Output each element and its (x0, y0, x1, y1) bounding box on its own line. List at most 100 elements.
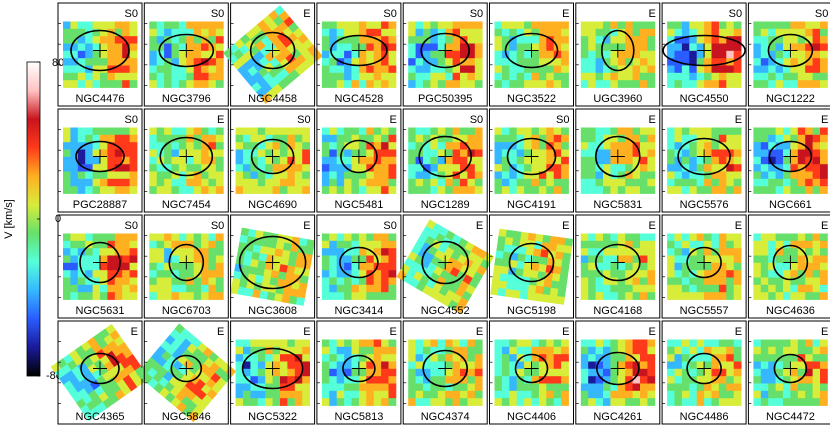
galaxy-panel: E NGC4168 (575, 214, 661, 319)
galaxy-panel: E NGC5846 (136, 320, 237, 425)
morphology-label: S0 (297, 114, 310, 126)
galaxy-name: NGC5198 (507, 305, 556, 317)
galaxy-panel: E NGC661 (747, 108, 830, 213)
isophote-ellipse (79, 241, 121, 284)
morphology-label: E (648, 326, 655, 338)
morphology-label: E (821, 114, 828, 126)
galaxy-panel: E NGC4374 (402, 320, 488, 425)
galaxy-panel: S0 NGC3414 (316, 214, 402, 319)
morphology-label: E (303, 220, 310, 232)
galaxy-name: NGC4406 (507, 411, 556, 423)
panel-frame (575, 2, 661, 107)
morphology-label: E (821, 220, 828, 232)
center-cross (179, 43, 194, 58)
morphology-label: E (217, 326, 224, 338)
velocity-field (235, 339, 310, 406)
center-cross (265, 43, 280, 58)
velocity-field (63, 21, 138, 88)
galaxy-panel: E NGC5198 (489, 214, 574, 319)
center-cross (610, 255, 625, 270)
galaxy-name: NGC4486 (680, 411, 729, 423)
velocity-field (753, 339, 828, 406)
velocity-field (235, 127, 310, 194)
isophote-ellipse (159, 136, 214, 177)
panel-frame (230, 320, 316, 425)
morphology-label: S0 (470, 8, 483, 20)
isophote-ellipse (506, 137, 557, 176)
morphology-label: S0 (470, 114, 483, 126)
morphology-label: E (648, 114, 655, 126)
center-cross (179, 361, 194, 376)
isophote-ellipse (686, 352, 722, 385)
panel-frame (489, 108, 574, 213)
panel-frame (316, 214, 402, 319)
isophote-ellipse (686, 246, 722, 279)
morphology-label: S0 (383, 220, 396, 232)
panel-frame (316, 320, 402, 425)
galaxy-panel: E NGC5576 (661, 108, 747, 213)
center-cross (438, 43, 453, 58)
isophote-ellipse (662, 34, 746, 67)
center-cross (93, 149, 107, 164)
galaxy-name: NGC5322 (248, 411, 297, 423)
isophote-ellipse (339, 246, 379, 279)
isophote-ellipse (330, 34, 388, 67)
center-cross (610, 149, 625, 164)
panel-frame (747, 214, 830, 319)
galaxy-name: NGC1289 (421, 199, 470, 211)
velocity-field (149, 127, 224, 194)
panel-frame (143, 320, 229, 425)
galaxy-name: NGC5557 (680, 305, 729, 317)
galaxy-name: NGC3608 (248, 305, 297, 317)
morphology-label: S0 (125, 8, 138, 20)
center-cross (438, 255, 453, 270)
center-cross (697, 361, 712, 376)
morphology-label: E (735, 326, 742, 338)
center-cross (610, 43, 625, 58)
panel-frame (575, 214, 661, 319)
center-cross (265, 255, 280, 270)
galaxy-name: NGC4636 (766, 305, 815, 317)
center-cross (438, 361, 453, 376)
center-cross (610, 361, 625, 376)
galaxy-name: PGC50395 (418, 93, 472, 105)
center-cross (351, 255, 366, 270)
galaxy-name: NGC4168 (593, 305, 642, 317)
velocity-field (667, 339, 742, 406)
isophote-ellipse (249, 31, 296, 70)
galaxy-name: NGC4528 (334, 93, 383, 105)
panel-frame (230, 214, 316, 319)
galaxy-panel: E NGC4365 (50, 320, 150, 425)
galaxy-name: NGC6703 (162, 305, 211, 317)
isophote-ellipse (418, 135, 473, 178)
panel-frame (489, 214, 574, 319)
galaxy-panel: E NGC4472 (747, 320, 830, 425)
galaxy-name: NGC4690 (248, 199, 297, 211)
panel-frame (489, 320, 574, 425)
velocity-field (63, 233, 138, 300)
galaxy-panel: E NGC5831 (575, 108, 661, 213)
isophote-ellipse (504, 32, 559, 69)
morphology-label: E (562, 326, 569, 338)
galaxy-panel: E NGC4636 (747, 214, 830, 319)
morphology-label: E (562, 8, 569, 20)
galaxy-panel: E NGC4261 (575, 320, 661, 425)
velocity-field (408, 21, 483, 88)
morphology-label: E (390, 114, 397, 126)
center-cross (179, 255, 194, 270)
morphology-label: S0 (211, 220, 224, 232)
panel-frame (143, 108, 229, 213)
galaxy-name: UGC3960 (593, 93, 642, 105)
isophote-ellipse (420, 32, 471, 69)
isophote-ellipse (772, 244, 809, 281)
velocity-field (321, 127, 397, 194)
galaxy-panel: S0 NGC3796 (143, 2, 229, 107)
galaxy-name: NGC4550 (680, 93, 729, 105)
galaxy-panel: E NGC3608 (230, 214, 316, 319)
panel-frame (575, 108, 661, 213)
isophote-ellipse (168, 243, 205, 282)
velocity-field (396, 219, 495, 315)
galaxy-panel: S0 NGC4476 (57, 2, 143, 107)
velocity-field (753, 233, 828, 300)
panel-frame (402, 2, 488, 107)
